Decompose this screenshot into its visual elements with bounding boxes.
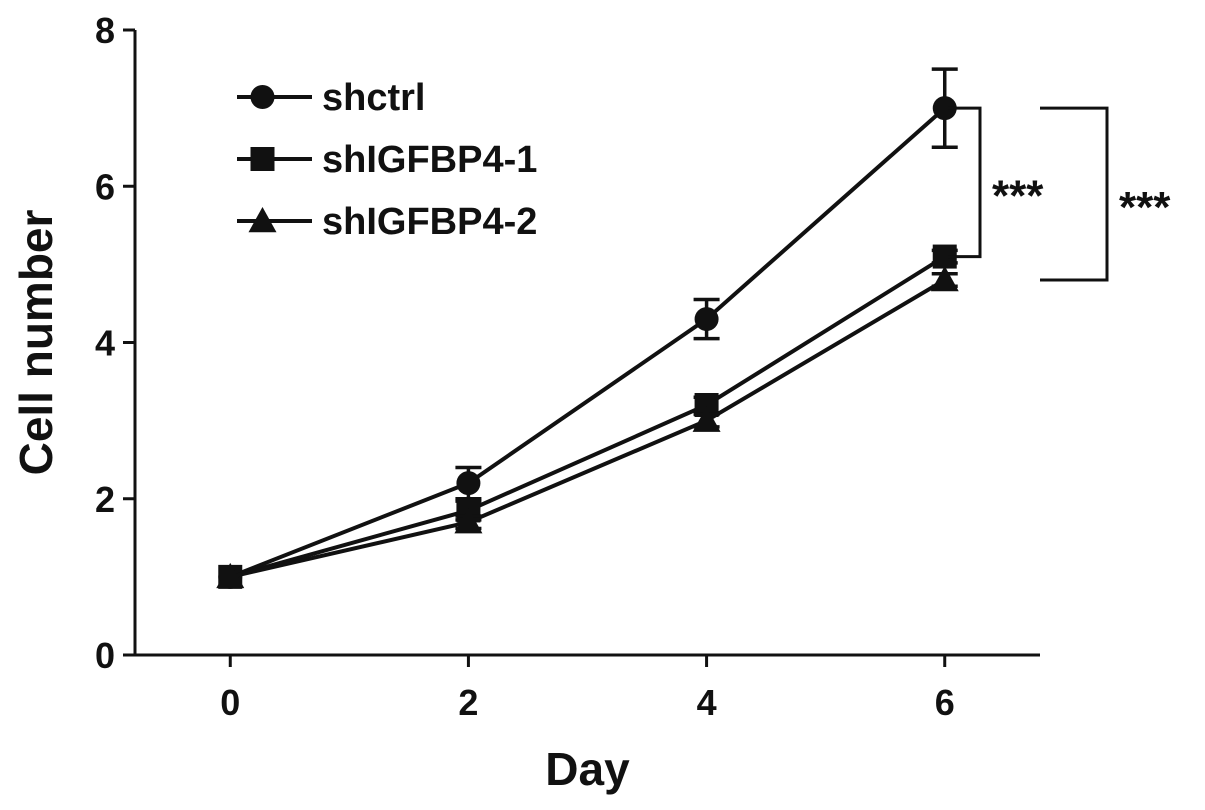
significance-bracket: ***: [1040, 106, 1171, 282]
x-tick-label: 4: [697, 682, 717, 723]
data-point: [930, 266, 959, 292]
data-point: [456, 471, 481, 496]
y-tick-label: 0: [95, 635, 115, 676]
series-line: [229, 278, 946, 579]
data-point: [692, 406, 721, 432]
x-tick-label: 0: [220, 682, 240, 723]
y-tick-label: 8: [95, 10, 115, 51]
y-tick-label: 4: [95, 323, 115, 364]
significance-bracket: ***: [948, 106, 1044, 259]
series-shIGFBP4-2: [216, 266, 959, 589]
y-axis-title: Cell number: [10, 209, 62, 475]
legend-item-shIGFBP4-2: shIGFBP4-2: [237, 201, 537, 243]
y-tick-label: 2: [95, 479, 115, 520]
y-tick-label: 6: [95, 166, 115, 207]
series-line: [229, 254, 946, 579]
legend-item-shIGFBP4-1: shIGFBP4-1: [237, 139, 537, 181]
series-line: [229, 106, 947, 579]
legend-label: shIGFBP4-2: [322, 201, 537, 243]
legend-label: shIGFBP4-1: [322, 139, 537, 181]
data-point: [216, 562, 245, 589]
legend-marker: [250, 85, 275, 109]
bracket-line: [948, 106, 982, 259]
significance-label: ***: [1119, 183, 1171, 232]
data-point: [454, 508, 483, 534]
series-layer: [216, 67, 959, 589]
significance-annotations: *** ***: [948, 106, 1171, 282]
x-tick-label: 6: [935, 682, 955, 723]
legend-label: shctrl: [322, 77, 425, 119]
x-tick-label: 2: [458, 682, 478, 723]
data-point: [932, 96, 957, 121]
axes: 0 2 4 6 8 0 2 4 6: [95, 10, 1040, 723]
x-axis-title: Day: [545, 743, 630, 795]
bracket-line: [1040, 106, 1109, 282]
legend-item-shctrl: shctrl: [237, 77, 425, 119]
legend-marker: [248, 207, 277, 233]
significance-label: ***: [992, 171, 1044, 220]
legend: shctrl shIGFBP4-1 shIGFBP4-2: [237, 77, 537, 243]
legend-marker: [250, 147, 275, 171]
data-point: [694, 307, 719, 332]
